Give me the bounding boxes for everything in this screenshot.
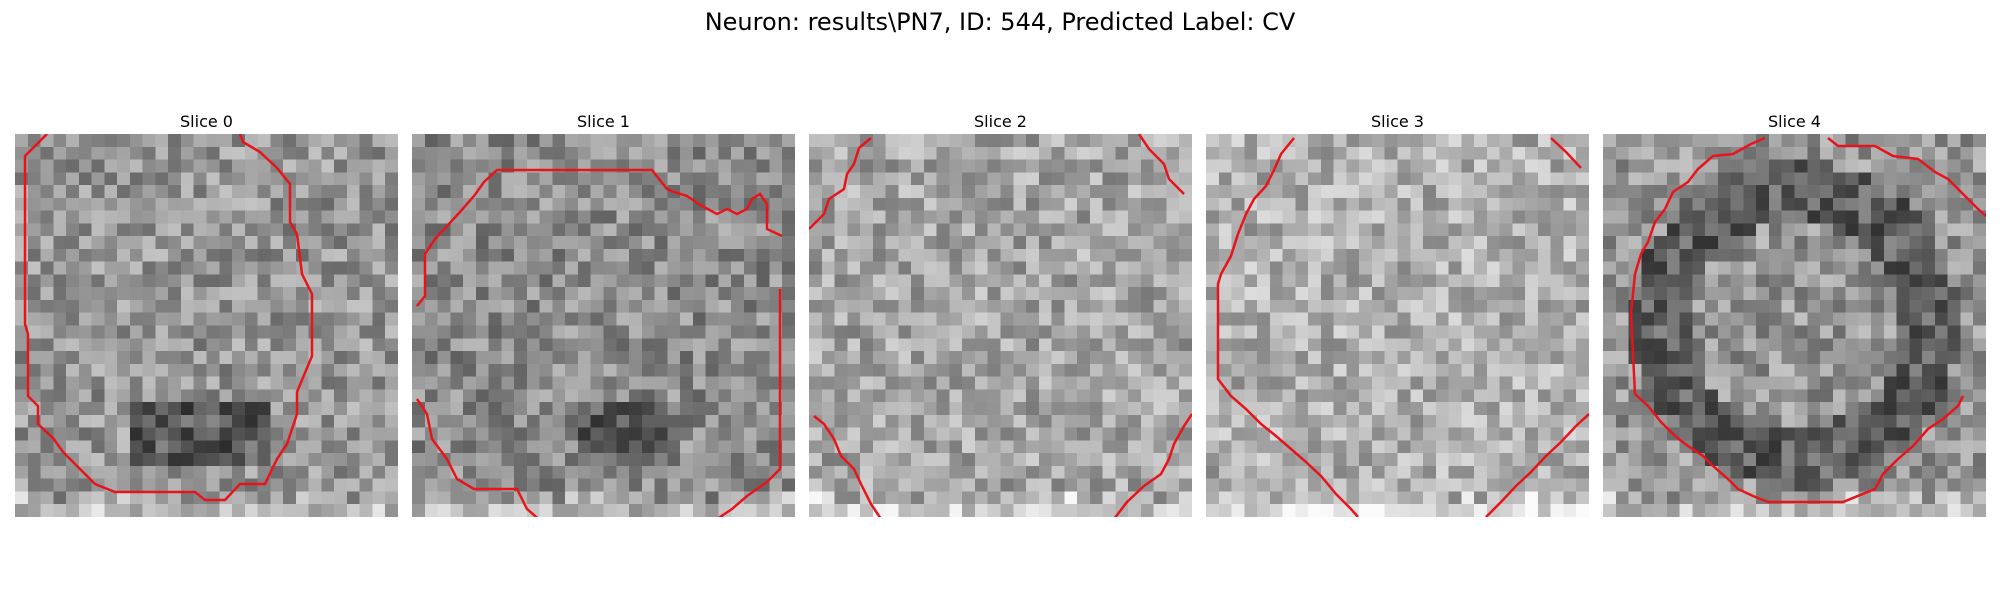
contour-line (1113, 413, 1192, 517)
grayscale-pixel-grid (1603, 134, 1986, 517)
grayscale-pixel-grid (809, 134, 1192, 517)
grayscale-pixel-grid (15, 134, 398, 517)
contour-overlay (1629, 136, 1986, 504)
contour-line (813, 415, 882, 517)
slice-panel-3: Slice 3 (1206, 110, 1589, 517)
contour-line (1137, 134, 1185, 195)
slice-image (1603, 134, 1986, 517)
slice-image (15, 134, 398, 517)
grayscale-pixel-grid (412, 134, 795, 517)
contour-line (1629, 136, 1965, 504)
slice-title: Slice 1 (577, 112, 630, 131)
slice-title: Slice 3 (1371, 112, 1424, 131)
slice-panel-1: Slice 1 (412, 110, 795, 517)
contour-line (1216, 137, 1359, 517)
contour-overlay (23, 134, 314, 502)
contour-line (717, 289, 782, 517)
contour-line (1827, 137, 1986, 217)
slice-panel-0: Slice 0 (15, 110, 398, 517)
slice-image (1206, 134, 1589, 517)
slice-title: Slice 4 (1768, 112, 1821, 131)
slice-image (809, 134, 1192, 517)
contour-overlay (415, 168, 783, 517)
contour-line (1550, 137, 1582, 169)
slice-panel-2: Slice 2 (809, 110, 1192, 517)
contour-line (23, 134, 314, 502)
grayscale-pixel-grid (1206, 134, 1589, 517)
figure-title: Neuron: results\PN7, ID: 544, Predicted … (704, 8, 1296, 36)
slice-panel-4: Slice 4 (1603, 110, 1986, 517)
contour-overlay (1216, 137, 1589, 517)
slice-title: Slice 0 (180, 112, 233, 131)
slice-image (412, 134, 795, 517)
slice-title: Slice 2 (974, 112, 1027, 131)
contour-line (416, 168, 783, 307)
contour-line (415, 398, 539, 517)
contour-overlay (809, 134, 1192, 517)
contour-line (809, 137, 872, 230)
contour-line (1485, 413, 1589, 517)
